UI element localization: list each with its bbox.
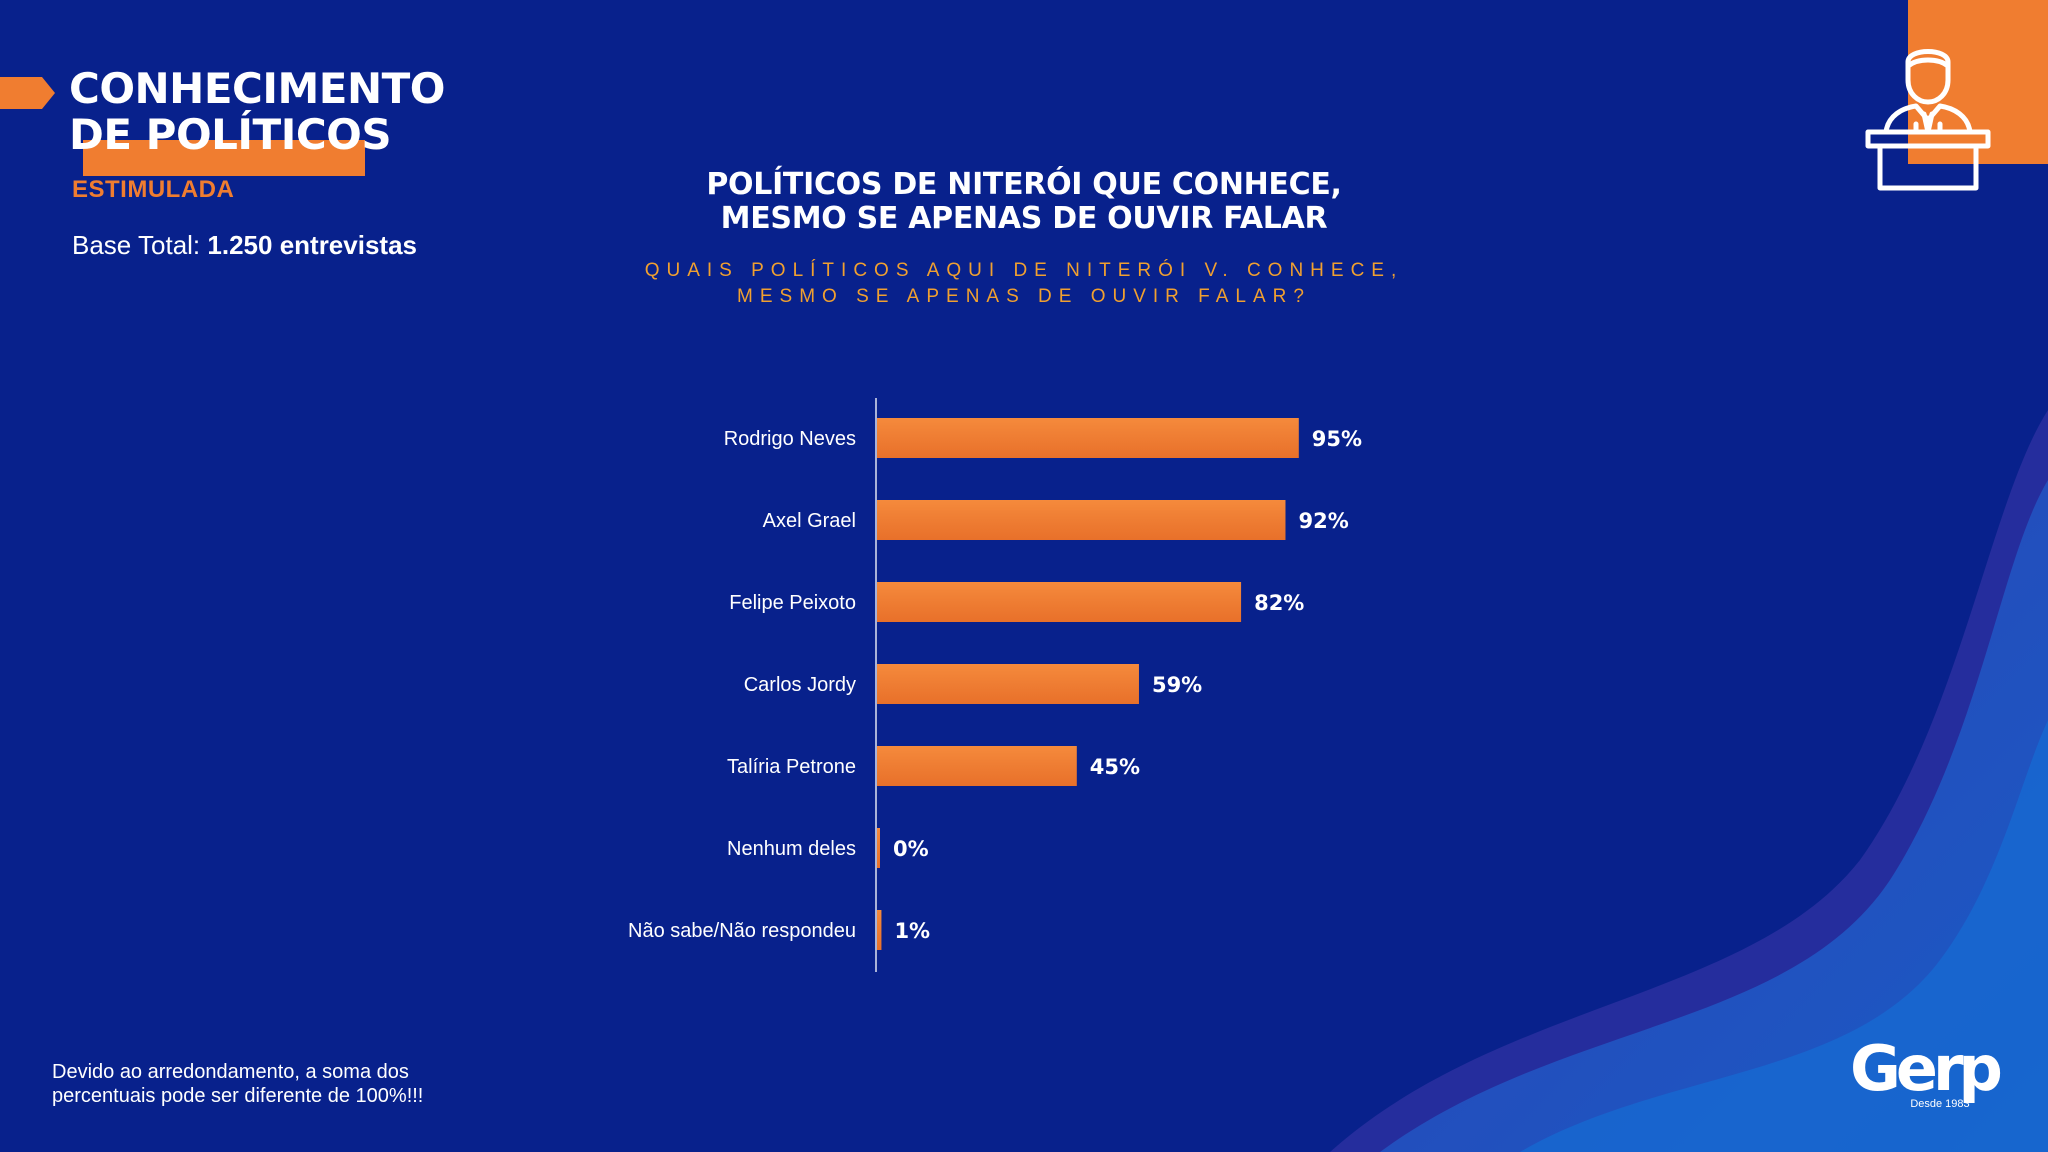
bar	[877, 582, 1242, 622]
bar	[877, 828, 880, 868]
section-title-line1: CONHECIMENTO	[69, 64, 445, 113]
category-label: Rodrigo Neves	[724, 428, 856, 450]
section-title: CONHECIMENTO DE POLÍTICOS	[69, 64, 445, 176]
bar	[877, 418, 1299, 458]
category-label: Felipe Peixoto	[729, 592, 856, 614]
bar	[877, 746, 1077, 786]
survey-question-line1: QUAIS POLÍTICOS AQUI DE NITERÓI V. CONHE…	[644, 260, 1404, 281]
section-title-line2: DE POLÍTICOS	[69, 110, 392, 159]
title-highlight	[83, 140, 365, 176]
data-label: 59%	[1152, 673, 1202, 697]
arrow-marker-icon	[0, 77, 55, 109]
logo-wordmark: Gerp	[1850, 1032, 2003, 1105]
data-label: 95%	[1312, 427, 1362, 451]
data-label: 1%	[894, 919, 930, 943]
data-label: 82%	[1254, 591, 1304, 615]
section-title-line2-wrap: DE POLÍTICOS	[69, 110, 445, 176]
category-label: Não sabe/Não respondeu	[628, 920, 856, 942]
bar-chart: Rodrigo Neves 95% Axel Grael 92% Felipe Peix…	[628, 398, 1362, 972]
category-label: Nenhum deles	[727, 838, 856, 860]
bar	[877, 910, 882, 950]
logo-since: Desde 1983	[1910, 1098, 1970, 1110]
footnote-line1: Devido ao arredondamento, a soma dos	[52, 1061, 409, 1083]
base-total: Base Total: 1.250 entrevistas	[72, 230, 417, 261]
survey-question-line2: MESMO SE APENAS DE OUVIR FALAR?	[737, 286, 1311, 307]
section-subtitle: ESTIMULADA	[72, 176, 235, 203]
corner-accent	[1908, 0, 2048, 164]
data-label: 92%	[1298, 509, 1348, 533]
data-label: 0%	[893, 837, 929, 861]
rounding-footnote: Devido ao arredondamento, a soma dos per…	[52, 1060, 423, 1108]
chart-title-line1: POLÍTICOS DE NITERÓI QUE CONHECE,	[706, 167, 1342, 202]
speaker-podium-icon	[1865, 49, 1991, 191]
category-label: Axel Grael	[763, 510, 856, 532]
category-label: Carlos Jordy	[744, 674, 856, 696]
chart-title: POLÍTICOS DE NITERÓI QUE CONHECE, MESMO …	[624, 168, 1424, 236]
bar	[877, 500, 1286, 540]
base-total-label: Base Total:	[72, 230, 201, 260]
footnote-line2: percentuais pode ser diferente de 100%!!…	[52, 1085, 424, 1107]
bar	[877, 664, 1139, 704]
chart-title-line2: MESMO SE APENAS DE OUVIR FALAR	[720, 201, 1328, 236]
category-label: Talíria Petrone	[727, 756, 856, 778]
data-label: 45%	[1090, 755, 1140, 779]
survey-question: QUAIS POLÍTICOS AQUI DE NITERÓI V. CONHE…	[574, 258, 1474, 310]
base-total-value: 1.250 entrevistas	[207, 230, 417, 260]
gerp-logo: Gerp Desde 1983	[1850, 1032, 2003, 1111]
